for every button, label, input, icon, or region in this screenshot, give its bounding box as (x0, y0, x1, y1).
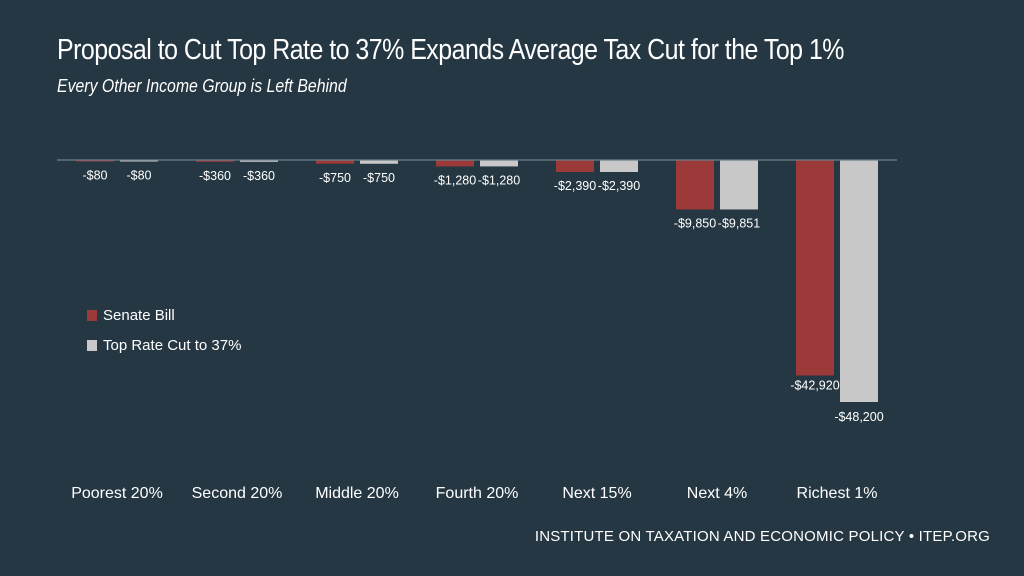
value-label-top-rate-cut-4: -$2,390 (598, 179, 640, 193)
bar-top-rate-cut-1 (240, 160, 278, 162)
value-label-top-rate-cut-5: -$9,851 (718, 216, 760, 230)
legend-label-top-rate-cut: Top Rate Cut to 37% (103, 336, 242, 354)
bar-senate-bill-0 (76, 160, 114, 162)
bar-top-rate-cut-0 (120, 160, 158, 162)
category-label-3: Fourth 20% (436, 485, 519, 502)
bar-top-rate-cut-2 (360, 160, 398, 164)
chart-legend: Senate Bill Top Rate Cut to 37% (87, 300, 241, 360)
legend-swatch-senate-bill (87, 309, 97, 321)
bar-senate-bill-1 (196, 160, 234, 162)
bar-top-rate-cut-3 (480, 160, 518, 167)
bar-senate-bill-6 (796, 160, 834, 376)
category-label-1: Second 20% (192, 485, 283, 502)
value-label-senate-bill-5: -$9,850 (674, 216, 716, 230)
category-label-2: Middle 20% (315, 485, 399, 502)
value-label-top-rate-cut-6: -$48,200 (834, 410, 883, 424)
source-credit: INSTITUTE ON TAXATION AND ECONOMIC POLIC… (534, 528, 990, 545)
value-label-top-rate-cut-1: -$360 (243, 169, 275, 183)
chart-title: Proposal to Cut Top Rate to 37% Expands … (57, 34, 844, 66)
value-label-top-rate-cut-2: -$750 (363, 171, 395, 185)
bar-top-rate-cut-6 (840, 160, 878, 402)
value-label-senate-bill-2: -$750 (319, 171, 351, 185)
category-label-6: Richest 1% (797, 485, 878, 502)
value-label-top-rate-cut-3: -$1,280 (478, 173, 520, 187)
chart-subtitle: Every Other Income Group is Left Behind (57, 76, 347, 96)
category-label-4: Next 15% (562, 485, 631, 502)
bar-senate-bill-3 (436, 160, 474, 167)
value-label-senate-bill-3: -$1,280 (434, 173, 476, 187)
legend-item-top-rate-cut: Top Rate Cut to 37% (87, 330, 241, 360)
value-label-top-rate-cut-0: -$80 (126, 169, 151, 183)
bar-senate-bill-4 (556, 160, 594, 172)
category-label-0: Poorest 20% (71, 485, 163, 502)
bar-senate-bill-5 (676, 160, 714, 210)
value-label-senate-bill-4: -$2,390 (554, 179, 596, 193)
value-label-senate-bill-1: -$360 (199, 169, 231, 183)
bar-top-rate-cut-5 (720, 160, 758, 210)
legend-swatch-top-rate-cut (87, 339, 97, 351)
value-label-senate-bill-6: -$42,920 (790, 378, 839, 392)
legend-label-senate-bill: Senate Bill (103, 306, 175, 324)
legend-item-senate-bill: Senate Bill (87, 300, 241, 330)
category-label-5: Next 4% (687, 485, 747, 502)
bar-senate-bill-2 (316, 160, 354, 164)
bar-top-rate-cut-4 (600, 160, 638, 172)
value-label-senate-bill-0: -$80 (82, 169, 107, 183)
